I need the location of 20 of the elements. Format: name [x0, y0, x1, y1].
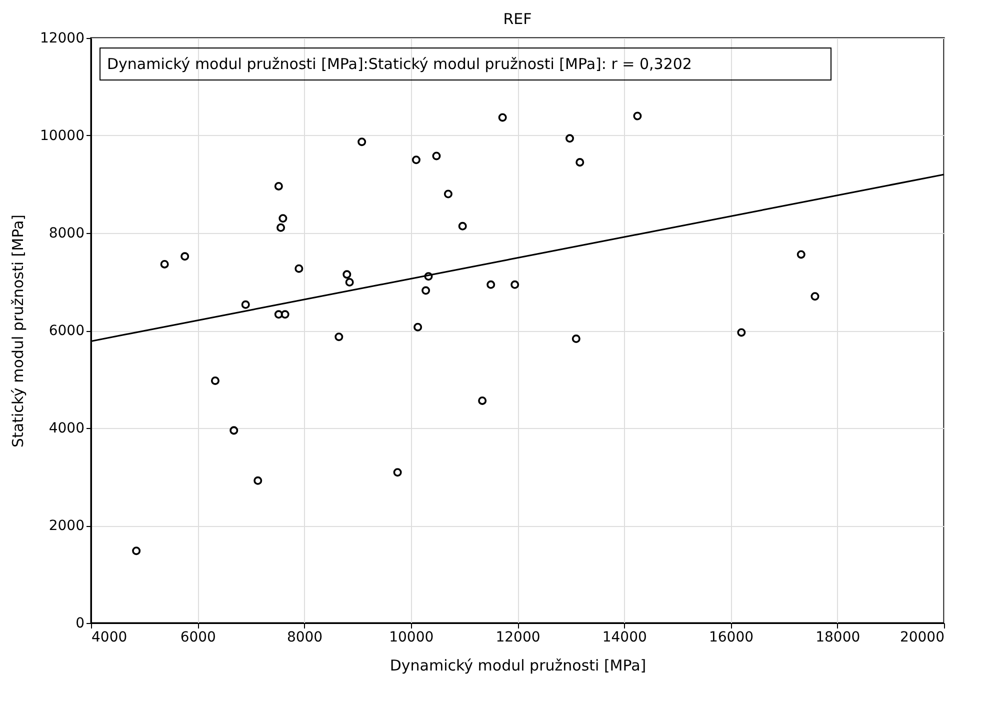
- y-tick-label: 0: [76, 616, 84, 632]
- y-tick-label: 4000: [48, 420, 84, 436]
- x-tick-label: 12000: [496, 630, 540, 646]
- x-tick-label: 4000: [92, 630, 128, 646]
- y-tick-label: 6000: [48, 323, 84, 339]
- x-tick-label: 20000: [900, 630, 944, 646]
- x-tick-label: 10000: [389, 630, 434, 646]
- y-axis-title: Statický modul pružnosti [MPa]: [8, 214, 27, 448]
- x-axis-title: Dynamický modul pružnosti [MPa]: [390, 656, 646, 674]
- x-tick-label: 6000: [180, 630, 216, 646]
- chart-title: REF: [503, 10, 532, 28]
- x-tick-label: 16000: [708, 630, 754, 646]
- y-tick-label: 10000: [40, 128, 84, 144]
- y-tick-label: 8000: [48, 226, 84, 242]
- y-tick-label: 12000: [40, 30, 84, 46]
- x-tick-label: 8000: [286, 630, 323, 646]
- x-tick-label: 14000: [602, 630, 647, 646]
- x-tick-label: 18000: [816, 630, 860, 646]
- y-tick-label: 2000: [48, 518, 84, 534]
- annotation: Dynamický modul pružnosti [MPa]:Statický modul pružnosti [MPa]: r = 0,3202: [107, 55, 692, 73]
